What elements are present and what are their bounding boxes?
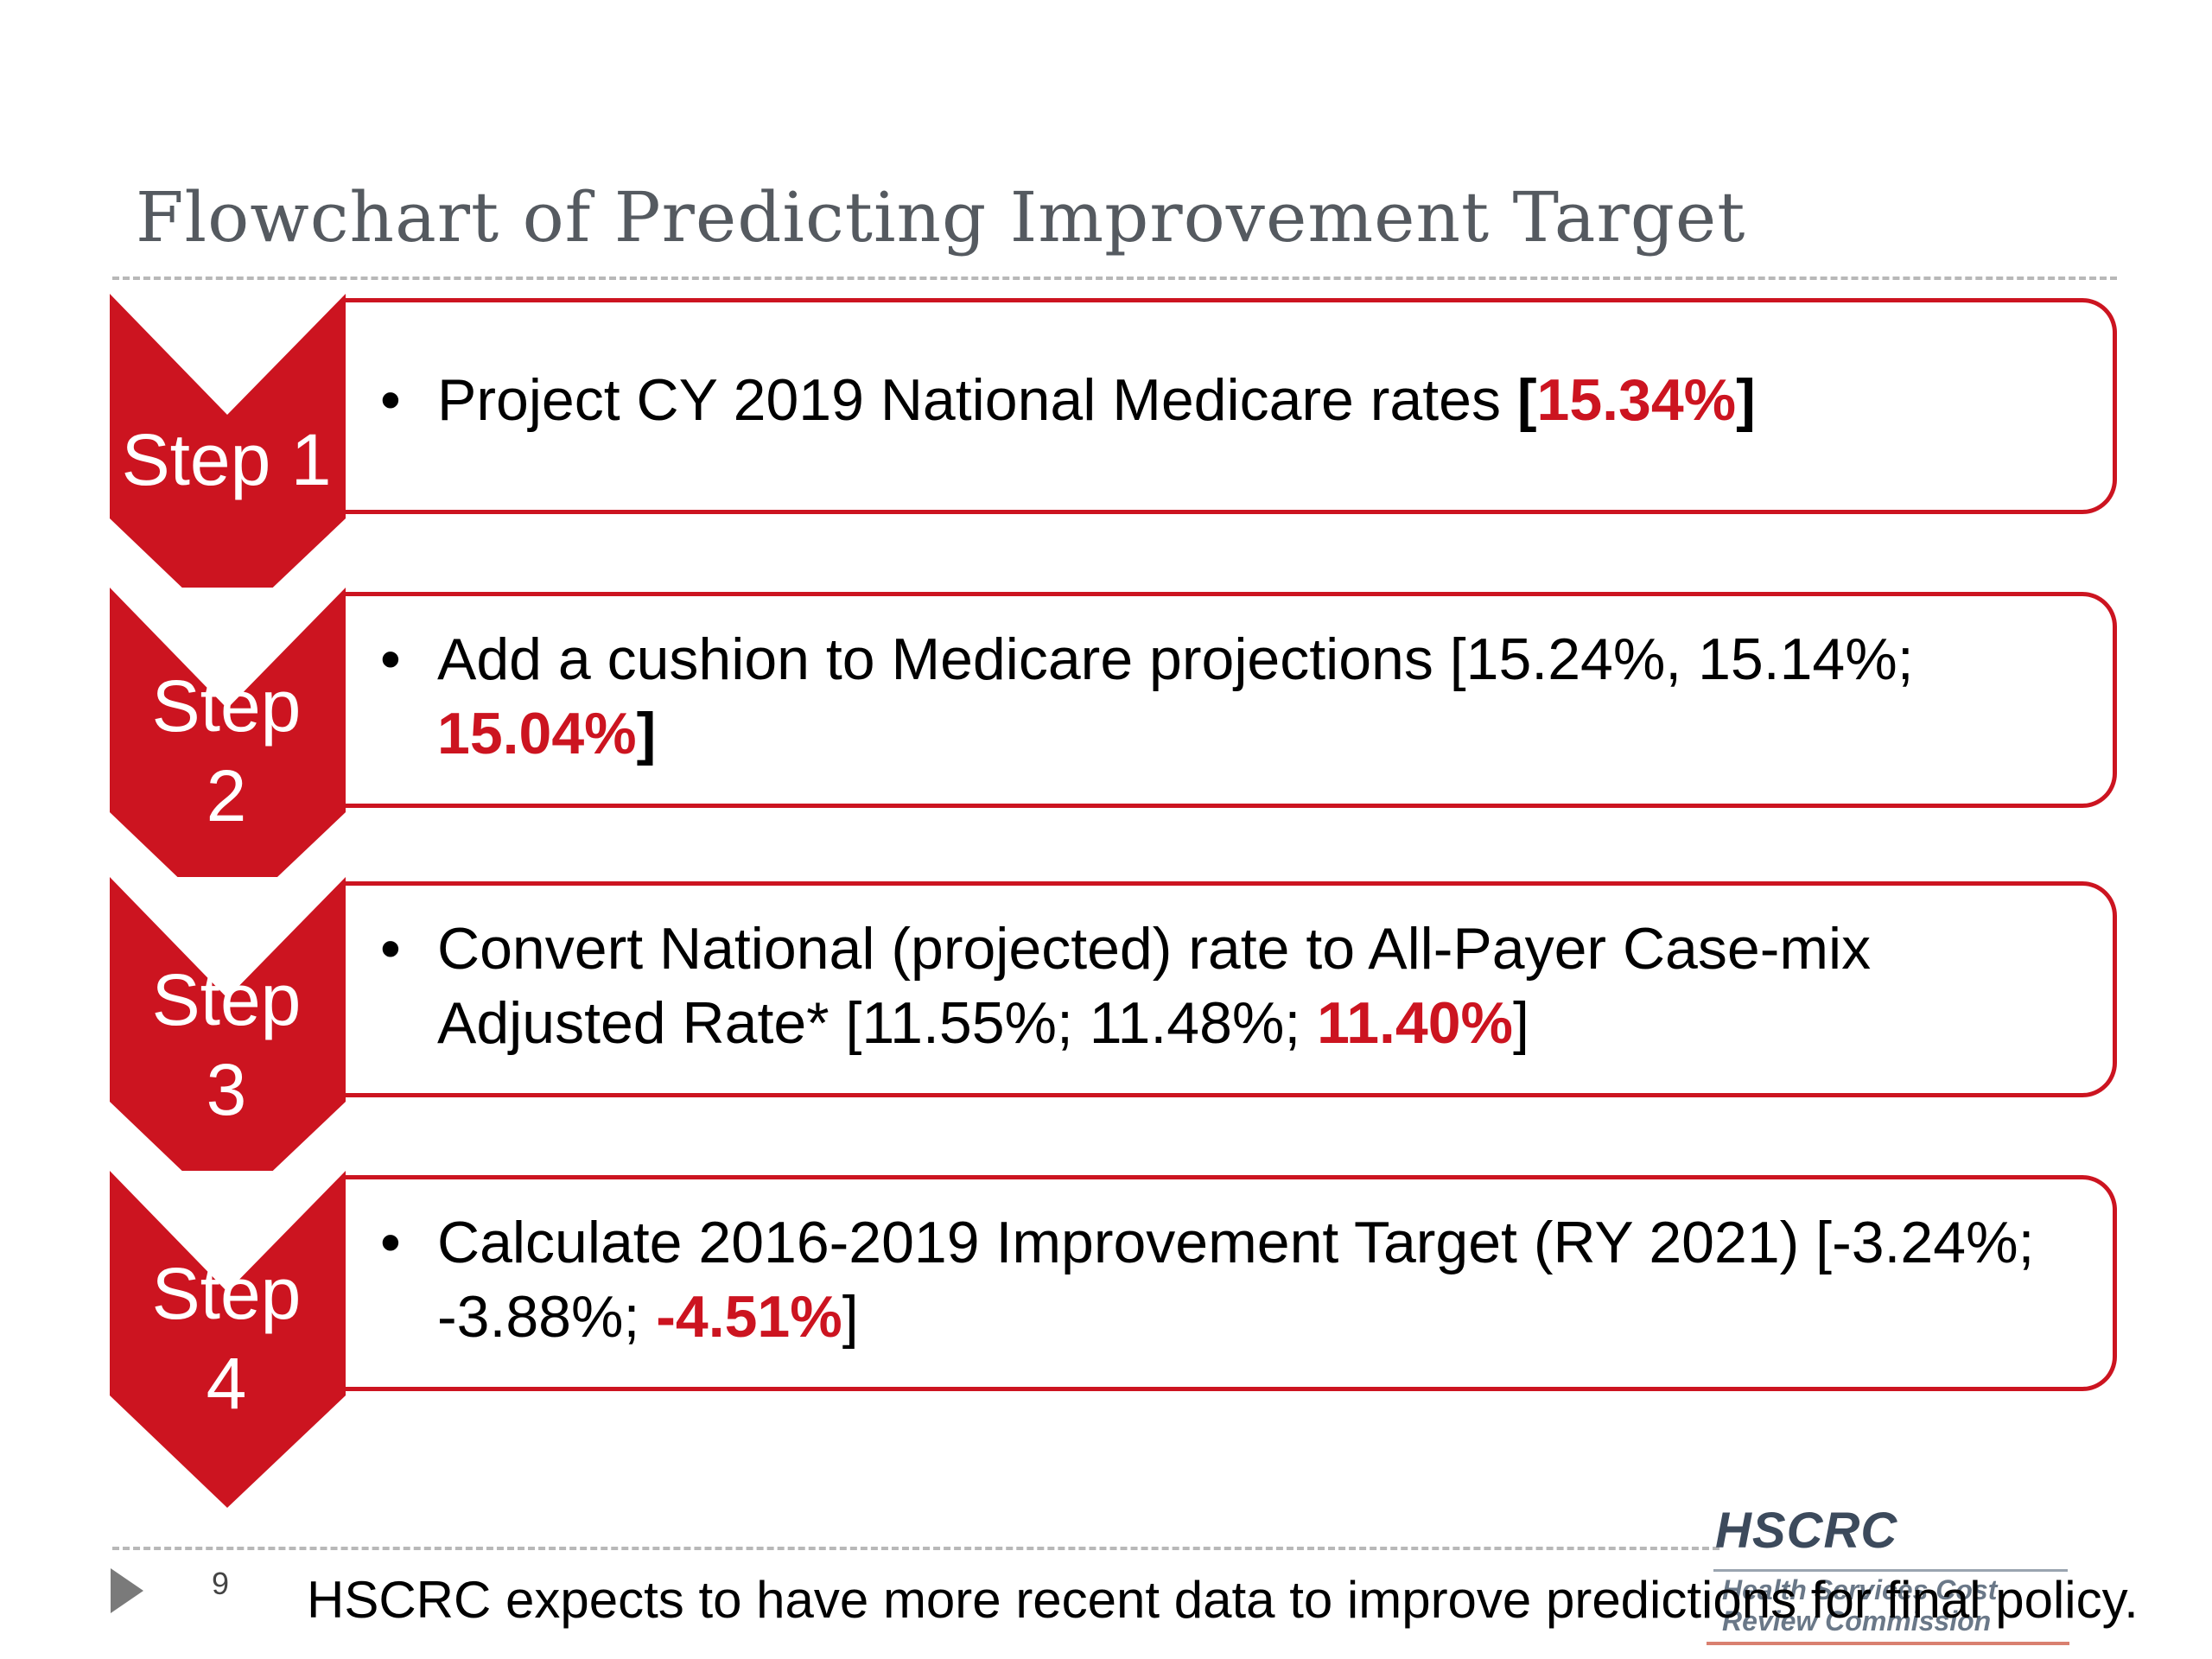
step-3-label-line2: 3 [206, 1049, 247, 1130]
step-4-box [346, 1175, 2117, 1391]
step-3-box [346, 881, 2117, 1097]
step-2-label-line1: Step [151, 665, 302, 747]
footer-note: HSCRC expects to have more recent data t… [307, 1571, 2139, 1629]
step-3-chevron [110, 877, 346, 1214]
step-4-text: • Calculate 2016-2019 Improvement Target… [380, 1205, 2100, 1354]
step-2-text-main: Add a cushion to Medicare projections [1… [437, 626, 1914, 692]
step-2-label-line2: 2 [206, 755, 247, 836]
step-4-label: Step 4 [110, 1249, 343, 1428]
footer-divider [112, 1547, 1719, 1550]
step-3-label: Step 3 [110, 955, 343, 1135]
step-3-text: • Convert National (projected) rate to A… [380, 912, 2100, 1060]
step-3-highlight: 11.40% [1317, 990, 1514, 1056]
step-2-chevron [110, 588, 346, 925]
step-4-chevron-notch [110, 1171, 346, 1292]
play-triangle-icon [111, 1568, 143, 1613]
step-4-text-end: ] [842, 1284, 859, 1350]
step-1-chevron-notch [110, 294, 346, 415]
bullet-icon: • [380, 626, 401, 692]
step-3-label-line1: Step [151, 959, 302, 1040]
hscrc-logo: HSCRC Health Services Cost Review Commis… [1707, 1502, 2078, 1649]
bullet-icon: • [380, 1210, 401, 1275]
logo-underline [1713, 1569, 2068, 1572]
step-1-bracket-open: [ [1516, 367, 1537, 433]
step-2-chevron-notch [110, 588, 346, 709]
step-1-text-main: Project CY 2019 National Medicare rates [437, 367, 1517, 433]
step-1-chevron [110, 294, 346, 631]
step-3-text-end: ] [1513, 990, 1529, 1056]
step-3-text-main: Convert National (projected) rate to All… [437, 916, 1872, 1056]
step-4-label-line2: 4 [206, 1343, 247, 1424]
logo-subtitle-line2: Review Commission [1722, 1605, 1992, 1637]
bullet-icon: • [380, 916, 401, 982]
title-divider [112, 276, 2117, 280]
step-2-text-end: ] [636, 701, 657, 766]
logo-subtitle-line1: Health Services Cost [1722, 1574, 1998, 1605]
page-number: 9 [212, 1566, 230, 1601]
logo-subtitle: Health Services Cost Review Commission [1722, 1574, 1997, 1637]
step-4-text-main: Calculate 2016-2019 Improvement Target (… [437, 1210, 2035, 1350]
step-1-highlight: 15.34% [1536, 367, 1737, 433]
step-2-box [346, 592, 2117, 808]
step-1-label-line1: Step 1 [121, 419, 332, 500]
step-4-highlight: -4.51% [656, 1284, 842, 1350]
slide-title: Flowchart of Predicting Improvement Targ… [136, 177, 1746, 257]
step-4-chevron [110, 1171, 346, 1508]
step-1-box [346, 298, 2117, 514]
step-2-highlight: 15.04% [437, 701, 637, 766]
step-3-chevron-notch [110, 877, 346, 998]
logo-red-bar [1707, 1642, 2069, 1645]
step-1-text: • Project CY 2019 National Medicare rate… [380, 363, 2100, 437]
step-1-text-end: ] [1736, 367, 1756, 433]
step-1-label: Step 1 [110, 415, 343, 505]
logo-title: HSCRC [1715, 1503, 1898, 1559]
bullet-icon: • [380, 367, 401, 433]
step-4-label-line1: Step [151, 1253, 302, 1334]
step-2-text: • Add a cushion to Medicare projections … [380, 622, 2100, 771]
step-2-label: Step 2 [110, 661, 343, 841]
